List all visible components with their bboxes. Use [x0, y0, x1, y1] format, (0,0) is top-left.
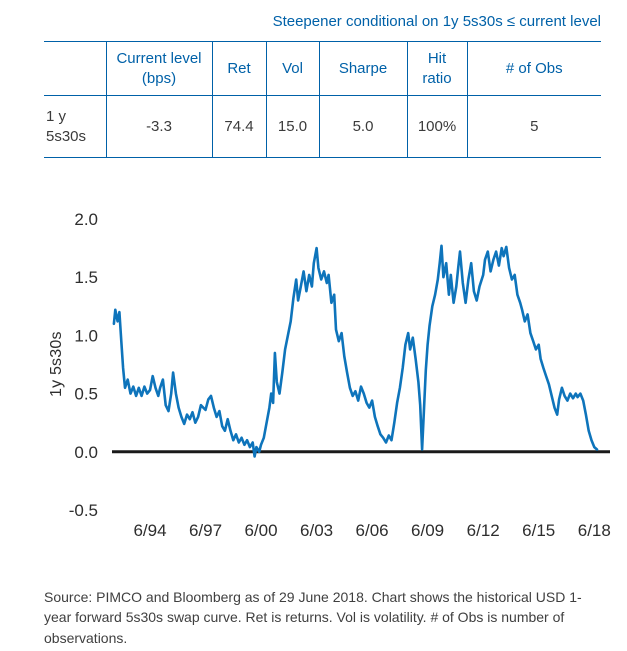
x-tick-label: 6/00	[244, 521, 277, 540]
line-chart-canvas: 2.0 1.5 1.0 0.5 0.0 -0.5 6/94 6/97 6/00 6/03 6/06 6…	[69, 210, 611, 540]
x-tick-label: 6/03	[300, 521, 333, 540]
y-tick-label: -0.5	[69, 501, 98, 520]
header-sharpe: Sharpe	[318, 41, 407, 96]
page-title: Steepener conditional on 1y 5s30s ≤ curr…	[272, 13, 601, 30]
header-current-level: Current level (bps)	[105, 41, 212, 96]
y-tick-label: 0.0	[74, 443, 98, 462]
x-tick-label: 6/94	[133, 521, 166, 540]
y-tick-label: 1.0	[74, 326, 98, 345]
cell-current-level: -3.3	[105, 95, 212, 158]
cell-num-obs: 5	[466, 95, 601, 158]
table-header-row: Current level (bps) Ret Vol Sharpe Hit r…	[44, 41, 601, 96]
stats-table: Current level (bps) Ret Vol Sharpe Hit r…	[44, 41, 601, 158]
corner-cell	[44, 42, 106, 96]
y-tick-label: 1.5	[74, 268, 98, 287]
source-note: Source: PIMCO and Bloomberg as of 29 Jun…	[44, 589, 582, 646]
header-ret: Ret	[211, 41, 266, 96]
line-chart: 1y 5s30s 2.0 1.5 1.0 0.5 0.0 -0.5 6/94 6/97 6/00…	[44, 204, 614, 549]
header-vol: Vol	[265, 41, 319, 96]
x-tick-label: 6/18	[578, 521, 611, 540]
y-tick-label: 0.5	[74, 385, 98, 404]
cell-vol: 15.0	[265, 95, 319, 158]
x-tick-label: 6/97	[189, 521, 222, 540]
header-num-obs: # of Obs	[466, 41, 601, 96]
cell-ret: 74.4	[211, 95, 266, 158]
cell-sharpe: 5.0	[318, 95, 407, 158]
x-tick-label: 6/06	[356, 521, 389, 540]
table-row: 1 y 5s30s -3.3 74.4 15.0 5.0 100% 5	[44, 95, 601, 158]
y-axis-label: 1y 5s30s	[48, 331, 65, 398]
y-tick-label: 2.0	[74, 210, 98, 229]
x-tick-label: 6/15	[522, 521, 555, 540]
cell-hit-ratio: 100%	[406, 95, 467, 158]
series-line	[112, 244, 599, 458]
header-hit-ratio: Hit ratio	[406, 41, 467, 96]
x-tick-label: 6/12	[467, 521, 500, 540]
x-tick-label: 6/09	[411, 521, 444, 540]
row-label: 1 y 5s30s	[46, 108, 87, 145]
